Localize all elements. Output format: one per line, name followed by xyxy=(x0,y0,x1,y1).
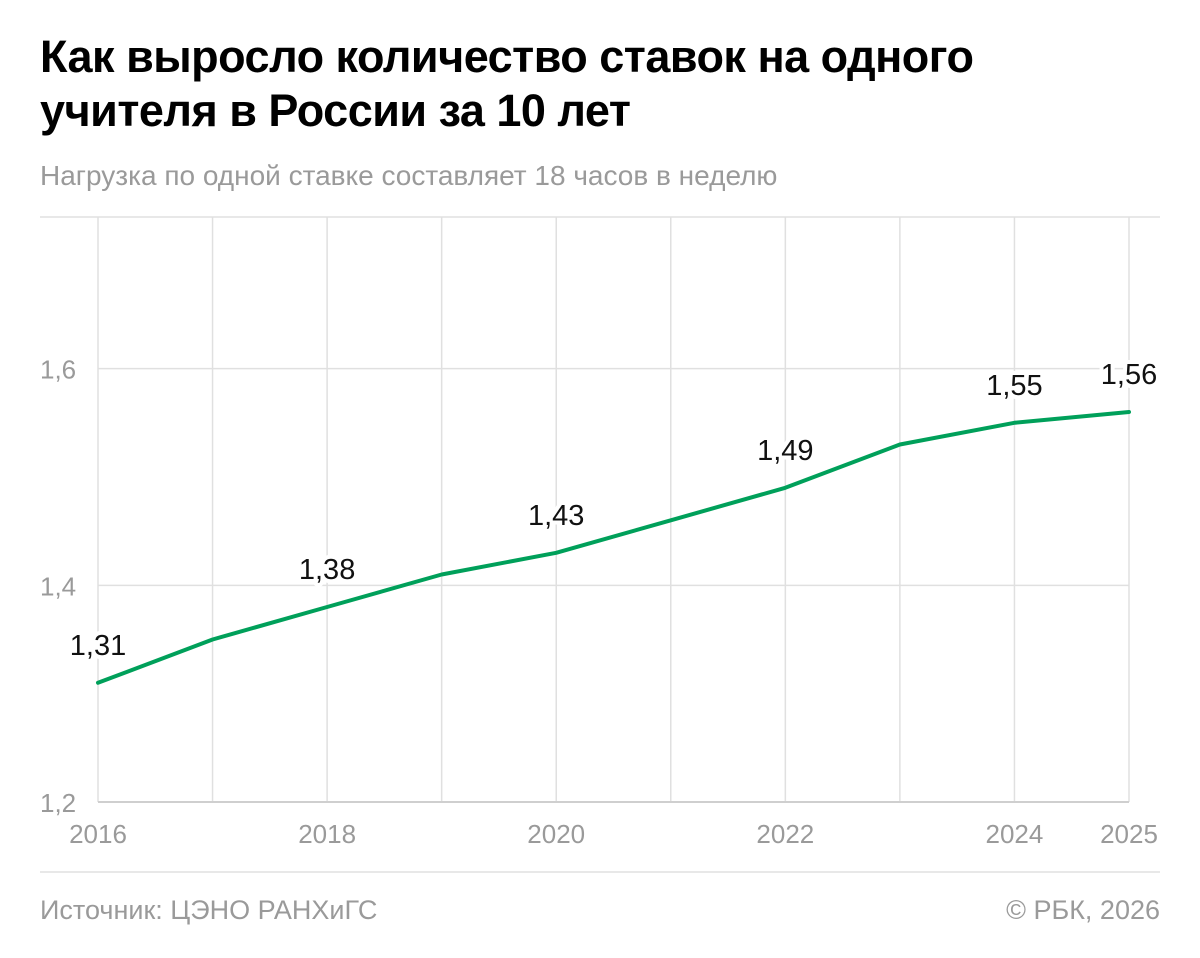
series-line-0 xyxy=(96,410,1131,685)
data-label: 1,31 xyxy=(70,630,126,662)
source-note: Источник: ЦЭНО РАНХиГС xyxy=(40,895,378,925)
chart-subtitle: Нагрузка по одной ставке составляет 18 ч… xyxy=(40,160,778,191)
y-tick-label: 1,2 xyxy=(40,788,76,818)
tick-layer: 1,2 1,4 1,6 2016 2018 2020 2022 2024 2025 xyxy=(40,355,1158,849)
x-tick-label: 2022 xyxy=(756,819,814,849)
copyright-note: © РБК, 2026 xyxy=(1006,895,1160,925)
series-layer xyxy=(96,410,1131,685)
chart-title: Как выросло количество ставок на одного … xyxy=(40,31,974,136)
x-tick-label: 2018 xyxy=(298,819,356,849)
y-tick-label: 1,4 xyxy=(40,571,76,601)
grid-layer xyxy=(40,216,1160,873)
data-label: 1,55 xyxy=(986,370,1042,402)
data-label: 1,56 xyxy=(1101,359,1157,391)
y-tick-label: 1,6 xyxy=(40,355,76,385)
x-tick-label: 2016 xyxy=(69,819,127,849)
label-layer: 1,31 1,38 1,43 1,49 1,55 1,56 xyxy=(66,355,1161,666)
x-tick-label: 2020 xyxy=(527,819,585,849)
data-label: 1,43 xyxy=(528,500,584,532)
data-label: 1,49 xyxy=(757,435,813,467)
data-label: 1,38 xyxy=(299,554,355,586)
x-tick-label: 2025 xyxy=(1100,819,1158,849)
x-tick-label: 2024 xyxy=(986,819,1044,849)
